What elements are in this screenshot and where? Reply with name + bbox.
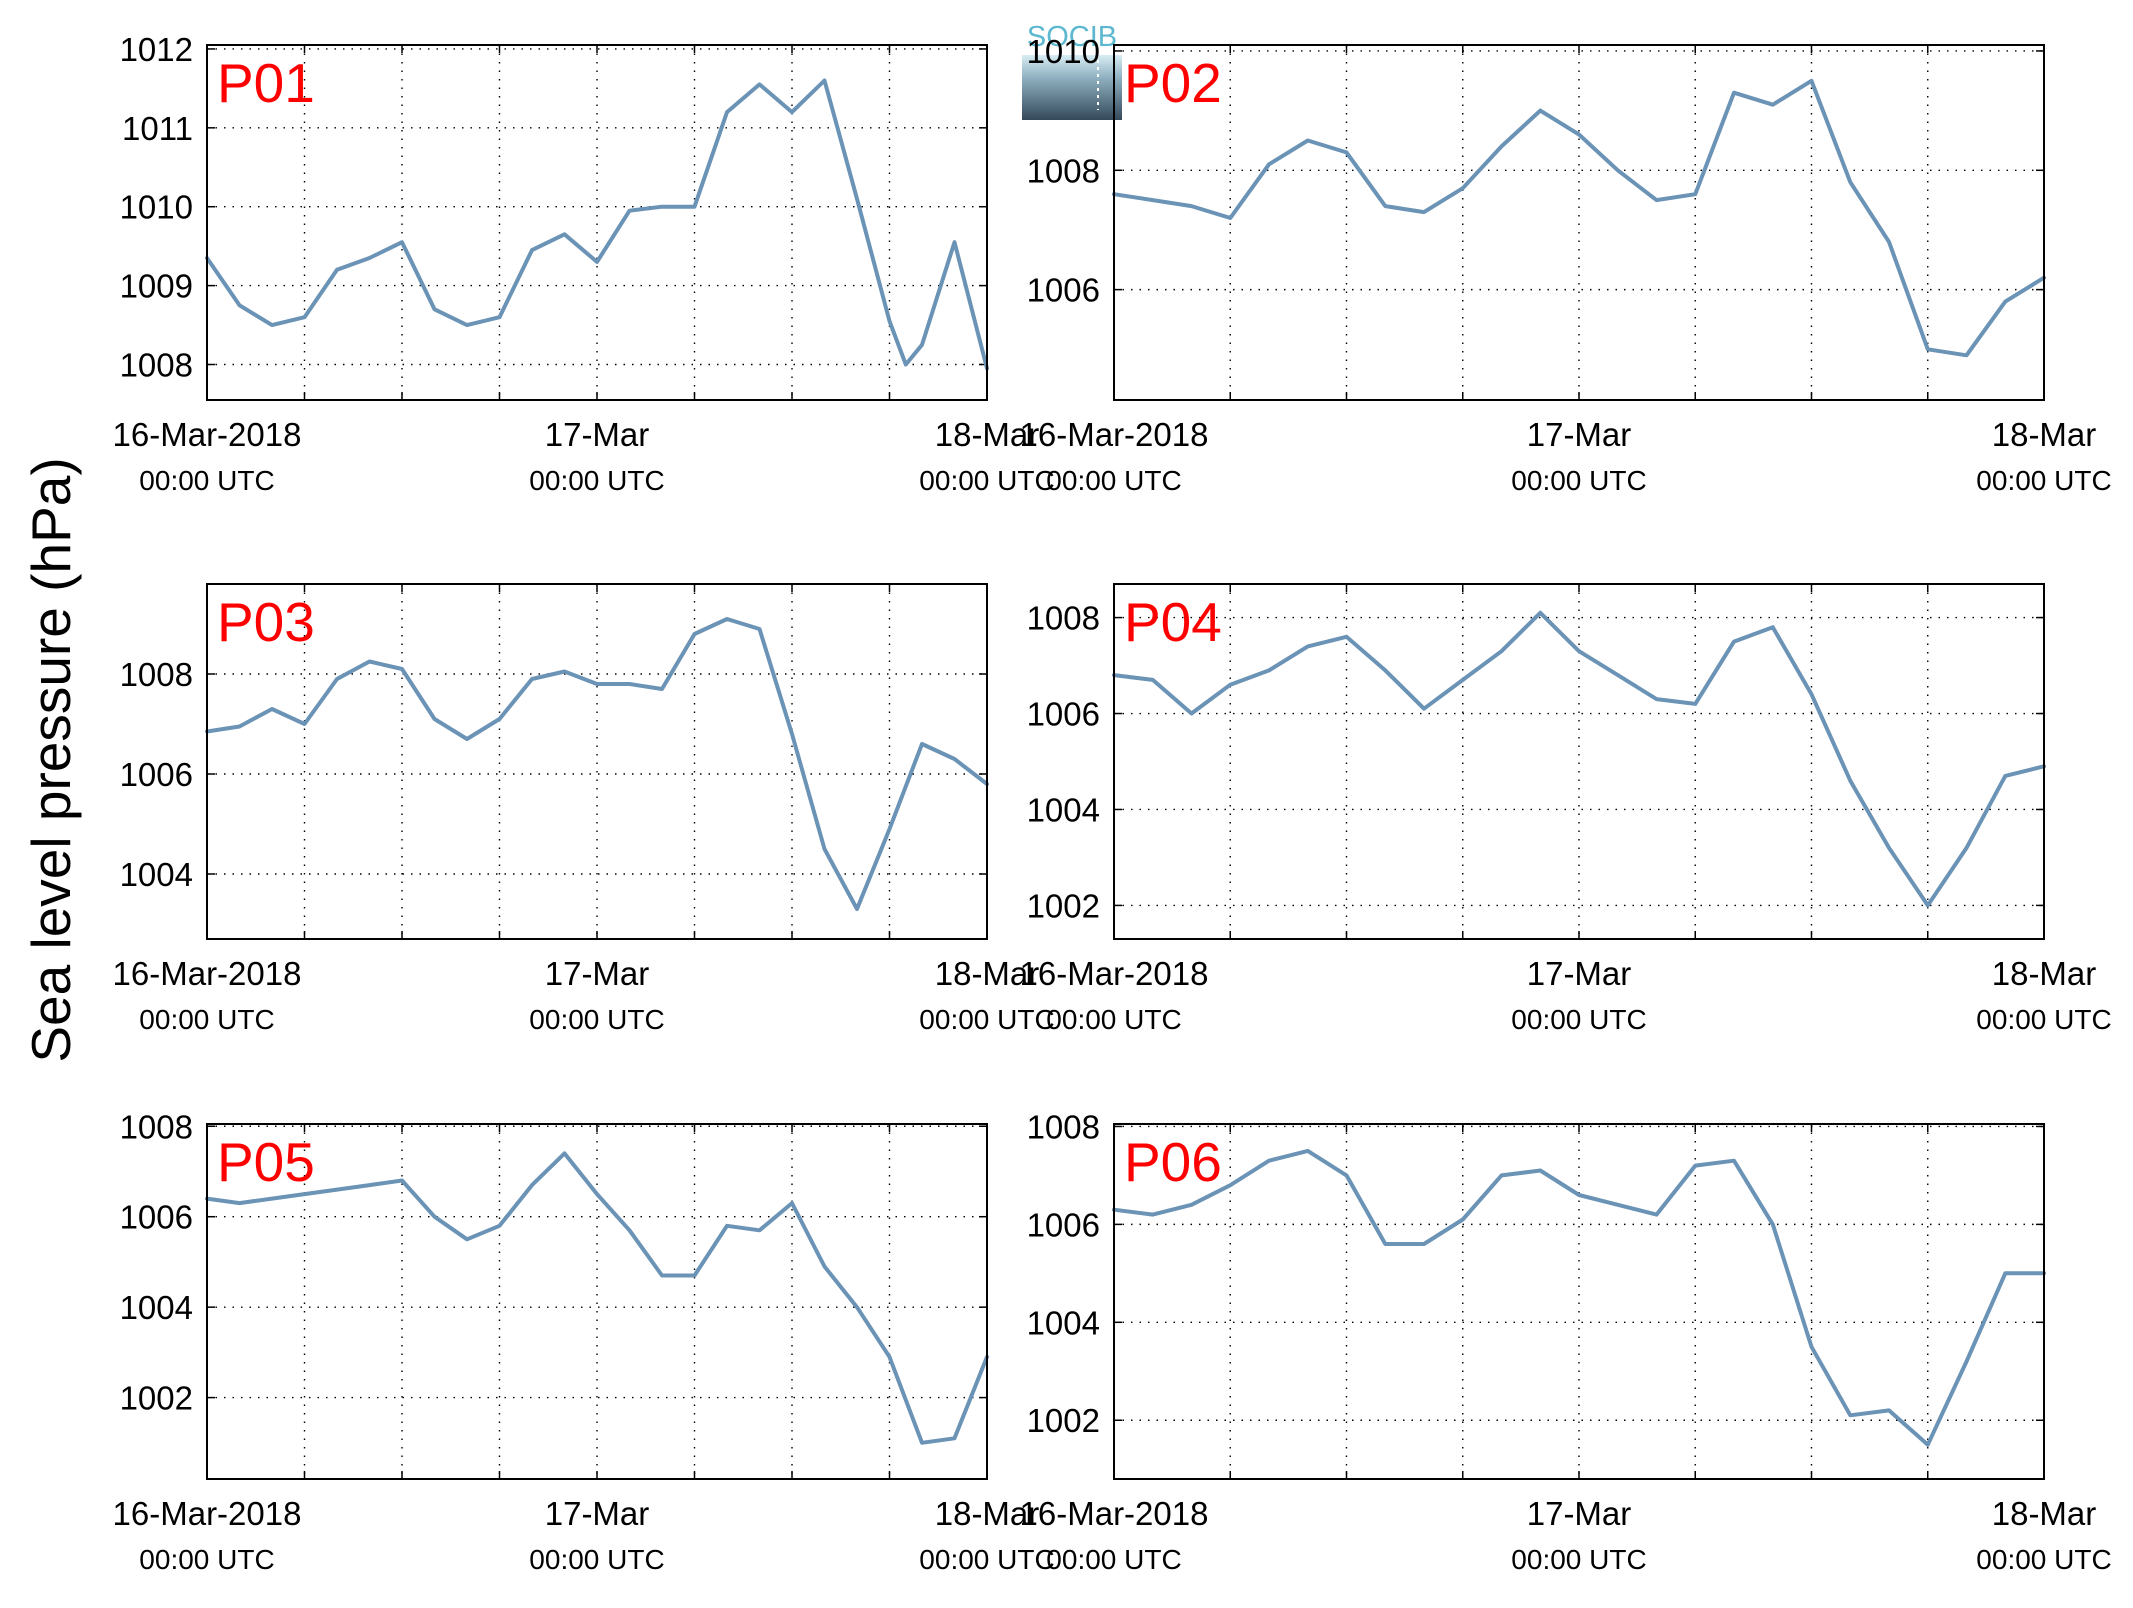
- y-tick-label: 1004: [1027, 791, 1100, 828]
- axes-frame: [206, 583, 988, 940]
- axes-frame: [1113, 583, 2045, 940]
- x-tick-sublabel: 00:00 UTC: [139, 465, 274, 496]
- y-tick-label: 1002: [1027, 887, 1100, 924]
- x-tick-sublabel: 00:00 UTC: [1976, 1544, 2111, 1575]
- y-tick-label: 1008: [120, 656, 193, 693]
- y-tick-label: 1002: [1027, 1402, 1100, 1439]
- panel-label: P06: [1124, 1131, 1222, 1193]
- x-tick-sublabel: 00:00 UTC: [1976, 1004, 2111, 1035]
- x-tick-label: 16-Mar-2018: [1020, 1495, 1209, 1532]
- panel-label: P04: [1124, 591, 1222, 653]
- x-tick-label: 18-Mar: [1992, 1495, 2097, 1532]
- x-tick-label: 17-Mar: [1527, 1495, 1632, 1532]
- y-tick-label: 1009: [120, 268, 193, 305]
- y-tick-label: 1004: [120, 1289, 193, 1326]
- panel-p02: 1006 1008 1010 16-Mar-2018 00:00 UTC 17-Mar 00…: [1020, 33, 2112, 496]
- x-tick-sublabel: 00:00 UTC: [139, 1004, 274, 1035]
- x-tick-sublabel: 00:00 UTC: [529, 465, 664, 496]
- panel-label: P03: [217, 591, 315, 653]
- x-tick-sublabel: 00:00 UTC: [1046, 465, 1181, 496]
- y-tick-label: 1012: [120, 31, 193, 68]
- x-tick-label: 18-Mar: [935, 416, 1040, 453]
- panel-p06: 1002 1004 1006 1008 16-Mar-2018 00:00 UTC 17-M…: [1020, 1108, 2112, 1575]
- y-axis-label: Sea level pressure (hPa): [20, 457, 82, 1062]
- x-tick-label: 17-Mar: [545, 1495, 650, 1532]
- logo-gradient: [1022, 55, 1122, 120]
- y-tick-label: 1006: [1027, 1206, 1100, 1243]
- series-line: [205, 617, 989, 911]
- x-tick-sublabel: 00:00 UTC: [1511, 1544, 1646, 1575]
- panel-label: P02: [1124, 52, 1222, 114]
- x-tick-sublabel: 00:00 UTC: [919, 1544, 1054, 1575]
- x-tick-sublabel: 00:00 UTC: [1511, 1004, 1646, 1035]
- y-tick-label: 1008: [120, 347, 193, 384]
- y-tick-label: 1008: [1027, 1108, 1100, 1145]
- series-line: [1112, 78, 2046, 358]
- y-tick-label: 1004: [1027, 1304, 1100, 1341]
- panel-p01: 1008 1009 1010 1011 1012 16-Mar-2018 00:00 UTC…: [113, 31, 1055, 496]
- x-tick-label: 17-Mar: [545, 955, 650, 992]
- y-tick-label: 1006: [1027, 272, 1100, 309]
- y-tick-label: 1010: [120, 189, 193, 226]
- panel-p03: 1004 1006 1008 16-Mar-2018 00:00 UTC 17-Mar 00…: [113, 583, 1055, 1035]
- x-tick-label: 16-Mar-2018: [1020, 416, 1209, 453]
- series-line: [205, 78, 989, 371]
- series-line: [1112, 1148, 2046, 1447]
- x-tick-label: 18-Mar: [935, 955, 1040, 992]
- x-tick-sublabel: 00:00 UTC: [529, 1004, 664, 1035]
- x-tick-label: 16-Mar-2018: [113, 1495, 302, 1532]
- x-tick-sublabel: 00:00 UTC: [1046, 1004, 1181, 1035]
- x-tick-label: 18-Mar: [935, 1495, 1040, 1532]
- x-tick-label: 18-Mar: [1992, 955, 2097, 992]
- y-tick-label: 1008: [120, 1108, 193, 1145]
- y-tick-label: 1008: [1027, 600, 1100, 637]
- x-tick-label: 16-Mar-2018: [1020, 955, 1209, 992]
- x-tick-sublabel: 00:00 UTC: [529, 1544, 664, 1575]
- x-tick-sublabel: 00:00 UTC: [1511, 465, 1646, 496]
- x-tick-sublabel: 00:00 UTC: [1976, 465, 2111, 496]
- y-tick-label: 1006: [120, 756, 193, 793]
- x-tick-sublabel: 00:00 UTC: [1046, 1544, 1181, 1575]
- y-tick-label: 1008: [1027, 152, 1100, 189]
- series-line: [1112, 610, 2046, 908]
- x-tick-sublabel: 00:00 UTC: [139, 1544, 274, 1575]
- panel-p04: 1002 1004 1006 1008 16-Mar-2018 00:00 UTC 17-M…: [1020, 583, 2112, 1035]
- y-tick-label: 1004: [120, 856, 193, 893]
- panel-label: P01: [217, 52, 315, 114]
- axes-frame: [206, 44, 988, 401]
- socib-logo: SOCIB: [1022, 21, 1122, 120]
- x-tick-label: 16-Mar-2018: [113, 955, 302, 992]
- logo-text: SOCIB: [1027, 21, 1117, 53]
- y-tick-label: 1002: [120, 1380, 193, 1417]
- x-tick-sublabel: 00:00 UTC: [919, 465, 1054, 496]
- x-tick-label: 16-Mar-2018: [113, 416, 302, 453]
- axes-frame: [206, 1123, 988, 1480]
- axes-frame: [1113, 44, 2045, 401]
- x-tick-label: 17-Mar: [545, 416, 650, 453]
- panel-label: P05: [217, 1131, 315, 1193]
- axes-frame: [1113, 1123, 2045, 1480]
- series-line: [205, 1151, 989, 1445]
- y-tick-label: 1006: [120, 1199, 193, 1236]
- panel-p05: 1002 1004 1006 1008 16-Mar-2018 00:00 UTC 17-M…: [113, 1108, 1055, 1575]
- x-tick-label: 17-Mar: [1527, 955, 1632, 992]
- y-tick-label: 1006: [1027, 696, 1100, 733]
- y-tick-label: 1011: [122, 110, 193, 147]
- x-tick-sublabel: 00:00 UTC: [919, 1004, 1054, 1035]
- y-tick-label: 1010: [1027, 33, 1100, 70]
- x-tick-label: 17-Mar: [1527, 416, 1632, 453]
- x-tick-label: 18-Mar: [1992, 416, 2097, 453]
